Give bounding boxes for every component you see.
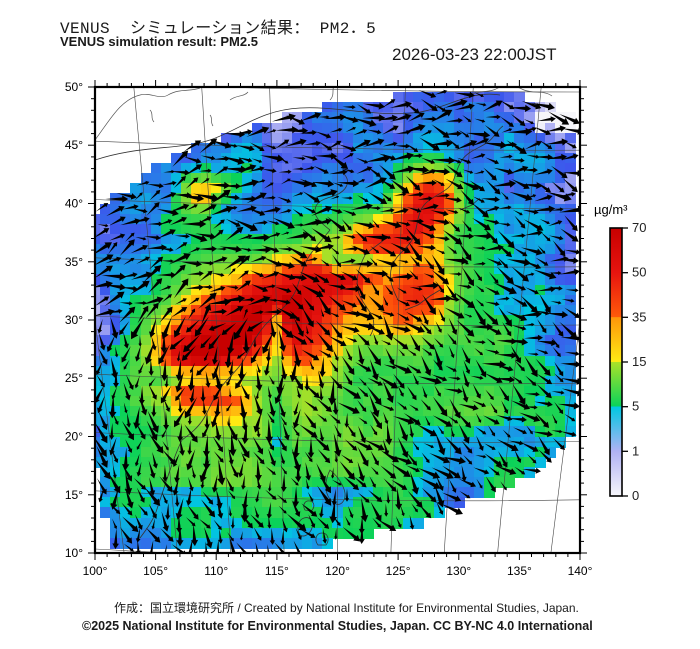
svg-text:45°: 45°: [65, 138, 83, 152]
svg-text:135°: 135°: [507, 564, 532, 578]
svg-text:115°: 115°: [265, 564, 289, 578]
svg-text:70: 70: [632, 220, 646, 235]
svg-text:1: 1: [632, 443, 639, 458]
svg-text:35: 35: [632, 309, 646, 324]
svg-text:20°: 20°: [65, 430, 83, 444]
svg-text:100°: 100°: [83, 564, 108, 578]
svg-text:50: 50: [632, 265, 646, 280]
svg-text:35°: 35°: [65, 255, 83, 269]
svg-text:120°: 120°: [325, 564, 350, 578]
svg-text:125°: 125°: [386, 564, 411, 578]
svg-text:µg/m³: µg/m³: [594, 202, 628, 217]
svg-text:10°: 10°: [65, 546, 83, 560]
svg-text:105°: 105°: [143, 564, 168, 578]
svg-text:140°: 140°: [568, 564, 593, 578]
svg-text:30°: 30°: [65, 313, 83, 327]
svg-text:5: 5: [632, 399, 639, 414]
svg-text:15: 15: [632, 354, 646, 369]
svg-text:15°: 15°: [65, 488, 83, 502]
svg-text:0: 0: [632, 488, 639, 503]
svg-text:130°: 130°: [446, 564, 471, 578]
svg-text:50°: 50°: [65, 80, 83, 94]
svg-text:110°: 110°: [204, 564, 228, 578]
svg-text:25°: 25°: [65, 371, 83, 385]
svg-text:40°: 40°: [65, 197, 83, 211]
